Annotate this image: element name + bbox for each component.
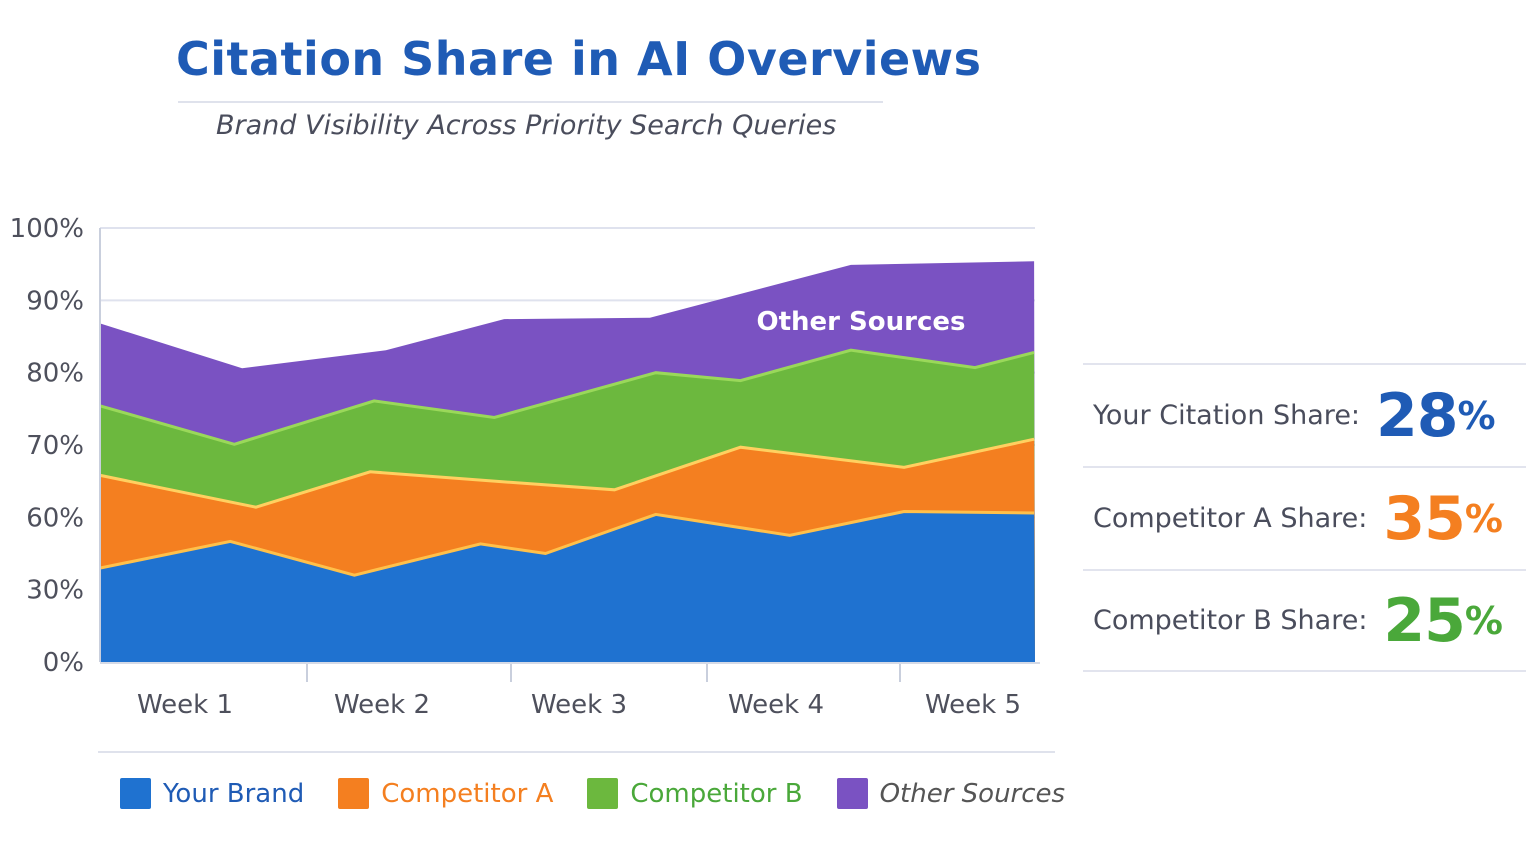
legend-swatch [338, 778, 370, 809]
legend-label: Other Sources [879, 778, 1066, 809]
legend-item-your-brand: Your Brand [120, 778, 304, 809]
y-tick-label: 30% [26, 576, 84, 606]
x-tick-label: Week 3 [531, 690, 627, 720]
area-your-brand [100, 511, 1035, 662]
stats-panel: Your Citation Share: 28 % Competitor A S… [1083, 363, 1526, 672]
stat-unit: % [1464, 598, 1503, 643]
other-sources-area-label: Other Sources [757, 307, 966, 337]
stat-unit: % [1464, 496, 1503, 541]
legend-swatch [120, 778, 151, 809]
stat-value: 28 [1376, 380, 1458, 451]
legend-item-competitor-b: Competitor B [587, 778, 803, 809]
legend-swatch [587, 778, 619, 809]
x-tick-label: Week 4 [728, 690, 824, 720]
legend: Your Brand Competitor A Competitor B Oth… [120, 778, 1099, 809]
legend-divider [98, 751, 1055, 753]
boundary-competitor-a [99, 437, 1035, 509]
y-tick-label: 70% [26, 431, 84, 461]
stat-label: Competitor A Share: [1093, 503, 1368, 534]
y-tick-label: 100% [10, 214, 84, 244]
stat-competitor-b-share: Competitor B Share: 25 % [1083, 569, 1526, 672]
x-tick-label: Week 5 [925, 690, 1021, 720]
stat-competitor-a-share: Competitor A Share: 35 % [1083, 466, 1526, 569]
legend-label: Competitor B [630, 778, 803, 809]
y-tick-label: 60% [26, 503, 84, 533]
legend-item-competitor-a: Competitor A [338, 778, 553, 809]
legend-label: Your Brand [163, 778, 305, 809]
stat-value: 25 [1383, 585, 1465, 656]
legend-label: Competitor A [381, 778, 554, 809]
x-tick-label: Week 2 [334, 690, 430, 720]
title-divider [178, 101, 883, 103]
stat-your-citation-share: Your Citation Share: 28 % [1083, 363, 1526, 466]
chart-title: Citation Share in AI Overviews [176, 32, 982, 86]
y-tick-label: 80% [26, 359, 84, 389]
y-tick-label: 0% [43, 648, 84, 678]
stat-unit: % [1457, 393, 1496, 438]
boundary-your-brand [99, 509, 1035, 577]
chart-subtitle: Brand Visibility Across Priority Search … [216, 110, 837, 141]
stat-label: Your Citation Share: [1093, 400, 1361, 431]
boundary-competitor-b [99, 348, 1035, 446]
stat-value: 35 [1383, 483, 1465, 554]
x-tick-label: Week 1 [137, 690, 233, 720]
legend-item-other-sources: Other Sources [836, 778, 1066, 809]
stat-label: Competitor B Share: [1093, 605, 1368, 636]
legend-swatch [836, 778, 868, 809]
y-tick-label: 90% [26, 286, 84, 316]
